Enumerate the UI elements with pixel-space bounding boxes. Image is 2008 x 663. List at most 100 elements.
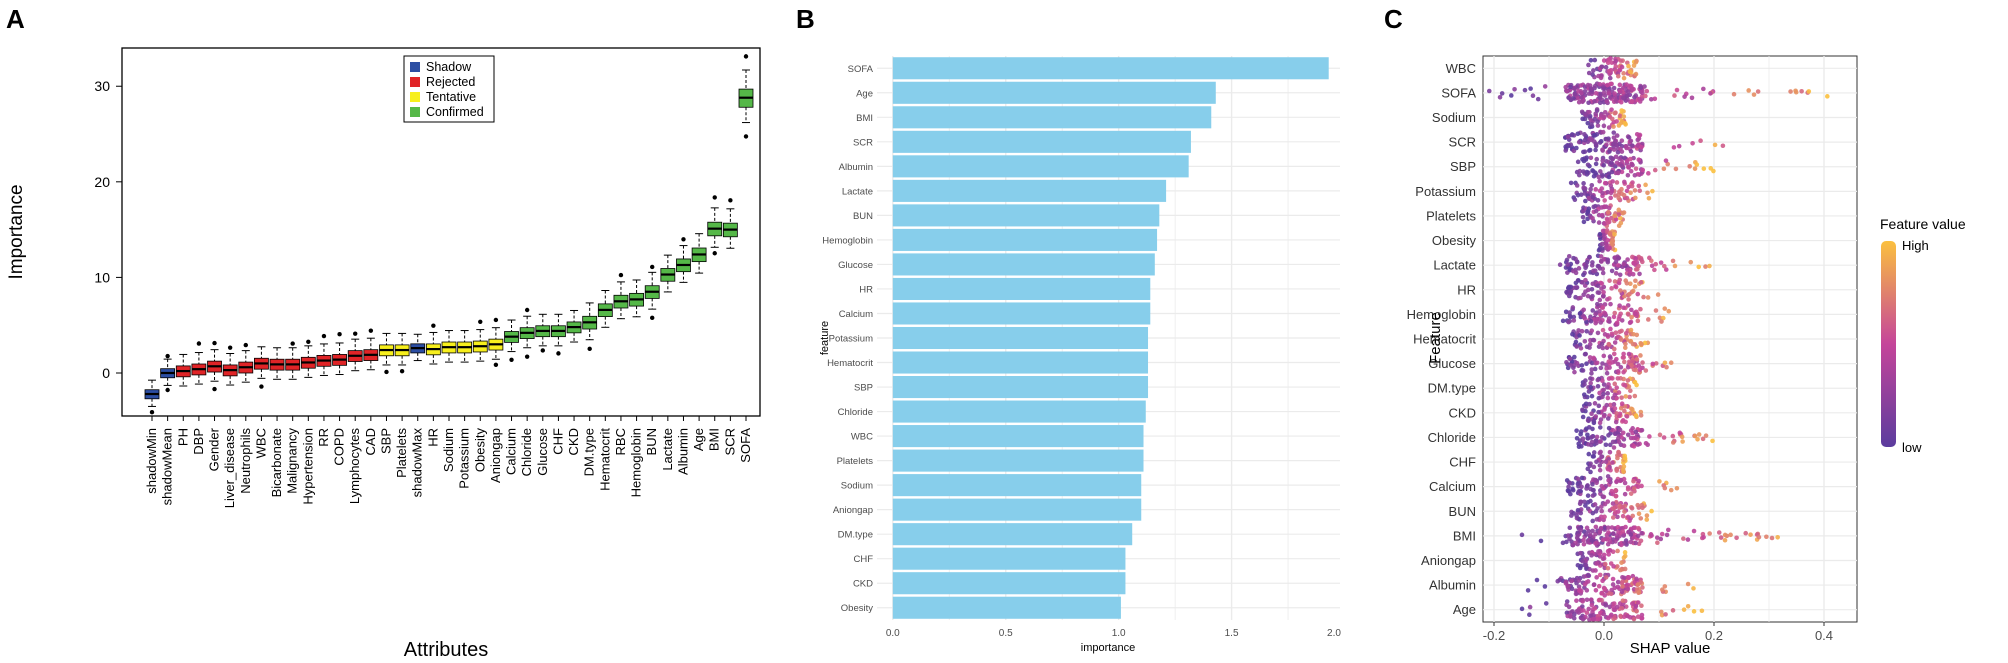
shap-point: [1665, 161, 1670, 167]
shap-point: [1636, 157, 1642, 163]
shap-point: [1599, 246, 1605, 251]
shap-point: [1624, 82, 1629, 87]
panel-label-c: C: [1384, 4, 1403, 34]
shap-point: [1578, 295, 1583, 301]
shap-point: [1640, 167, 1646, 173]
shap-point: [1596, 583, 1602, 589]
shap-point: [1617, 272, 1623, 278]
y-tick-label: Aniongap: [1421, 553, 1476, 568]
shap-point: [1614, 479, 1619, 485]
shap-point: [1596, 174, 1602, 180]
shap-point: [1606, 456, 1612, 462]
x-tick-label: shadowMin: [144, 428, 159, 494]
shap-point: [1606, 136, 1611, 141]
shap-point: [1670, 440, 1676, 445]
shap-point: [1610, 428, 1616, 433]
shap-point: [1618, 365, 1624, 370]
shap-point: [1581, 272, 1586, 278]
shap-point: [1629, 98, 1635, 104]
shap-point: [1626, 184, 1631, 190]
shap-point: [1578, 83, 1583, 88]
y-tick-label: DM.type: [1428, 381, 1476, 396]
shap-point: [1622, 575, 1627, 581]
shap-point: [1597, 95, 1603, 101]
shap-point: [1606, 552, 1612, 557]
shap-point: [1611, 445, 1617, 450]
shap-point: [1530, 93, 1536, 99]
y-tick-label: CHF: [1449, 455, 1476, 470]
shap-point: [1701, 86, 1706, 92]
shap-point: [1582, 283, 1588, 288]
bar-CHF: [892, 547, 1126, 570]
shap-point: [1612, 91, 1617, 96]
shap-point: [1590, 215, 1595, 221]
shap-point: [1618, 220, 1624, 226]
shap-point: [1615, 509, 1621, 514]
shap-point: [1681, 607, 1687, 612]
shap-point: [1596, 549, 1601, 554]
x-tick-label: 0.0: [1595, 628, 1613, 643]
shap-point: [1611, 85, 1617, 91]
shap-point: [1585, 493, 1591, 498]
shap-point: [1618, 146, 1623, 152]
shap-point: [1685, 537, 1691, 542]
shap-point: [1566, 533, 1571, 538]
shap-point: [1499, 91, 1505, 96]
y-tick-label: SBP: [1450, 159, 1476, 174]
shap-point: [1643, 440, 1649, 446]
outlier: [384, 369, 389, 375]
shap-point: [1650, 188, 1655, 194]
shap-point: [1593, 161, 1599, 167]
shap-point: [1581, 292, 1586, 298]
shap-point: [1635, 533, 1641, 539]
shap-point: [1662, 584, 1668, 589]
shap-point: [1580, 214, 1586, 220]
shap-point: [1567, 290, 1573, 296]
outlier: [743, 134, 749, 139]
shap-point: [1644, 513, 1650, 518]
outlier: [556, 351, 561, 356]
shap-point: [1625, 613, 1630, 619]
shap-point: [1609, 331, 1615, 337]
shap-point: [1587, 355, 1593, 360]
shap-point: [1595, 384, 1601, 389]
shap-point: [1605, 297, 1610, 302]
shap-point: [1628, 539, 1634, 545]
shap-point: [1615, 548, 1620, 554]
shap-point: [1609, 268, 1615, 274]
shap-point: [1583, 263, 1589, 269]
shap-point: [1617, 411, 1623, 417]
shap-point: [1595, 506, 1600, 511]
shap-point: [1586, 62, 1591, 68]
shap-point: [1593, 531, 1598, 537]
shap-point: [1597, 231, 1603, 237]
shap-point: [1609, 488, 1614, 494]
shap-point: [1599, 454, 1604, 459]
y-tick-label: Glucose: [1428, 356, 1476, 371]
shap-point: [1586, 424, 1592, 430]
shap-point: [1610, 439, 1616, 445]
shap-point: [1625, 586, 1631, 592]
shap-point: [1594, 360, 1600, 366]
shap-point: [1625, 378, 1631, 383]
y-tick-label: Lactate: [842, 186, 873, 197]
x-tick-label: Potassium: [457, 428, 472, 489]
x-axis-title: Attributes: [404, 639, 488, 661]
shap-point: [1581, 608, 1586, 613]
shap-point: [1567, 525, 1573, 531]
shap-point: [1608, 301, 1613, 307]
shap-point: [1594, 459, 1599, 465]
shap-point: [1579, 484, 1584, 490]
shap-point: [1617, 329, 1623, 335]
shap-point: [1605, 391, 1610, 396]
swarm-Hemoglobin: [1560, 301, 1672, 327]
shap-point: [1572, 86, 1577, 91]
shap-point: [1602, 525, 1608, 530]
outlier: [165, 387, 170, 393]
shap-point: [1582, 88, 1588, 94]
shap-point: [1685, 581, 1691, 587]
shap-point: [1652, 267, 1657, 273]
x-tick-label: COPD: [332, 428, 347, 466]
shap-point: [1565, 134, 1571, 140]
shap-point: [1631, 331, 1636, 337]
